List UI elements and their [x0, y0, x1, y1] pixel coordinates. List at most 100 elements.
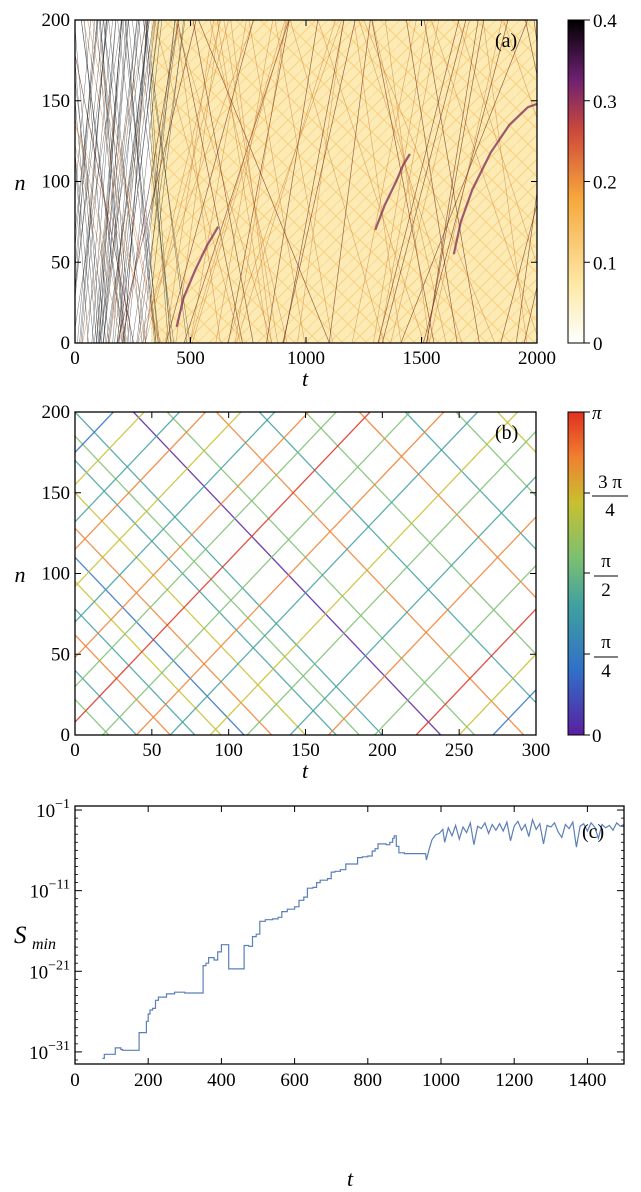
thin-characteristic-line	[84, 20, 109, 343]
phase-line	[246, 430, 536, 735]
panel-c-axes: 0 200 400 600 800 1000 1200 140010−110−1110−211…	[29, 797, 624, 1091]
cb-b-tick-pi2-num: π	[601, 551, 611, 572]
panel-b-xlabel: t	[302, 758, 309, 783]
wave-line	[217, 20, 269, 343]
phase-line	[305, 412, 536, 655]
thin-characteristic-line	[125, 20, 157, 343]
panel-b-axes: 0 50 100 150 200 250 300 0 50 100 150 200	[42, 402, 551, 761]
phase-line	[289, 476, 536, 735]
wave-line	[353, 20, 402, 343]
panel-a-colorbar-ticks: 0 0.1 0.2 0.3 0.4	[584, 11, 617, 355]
cb-a-tick-label: 0.1	[593, 253, 617, 274]
thin-characteristic-line	[75, 20, 98, 249]
wave-line	[274, 20, 333, 343]
panel-c-background	[75, 806, 624, 1064]
thin-characteristic-line	[143, 20, 169, 343]
cb-b-tick-3pi4-den: 4	[605, 500, 615, 521]
wave-line	[230, 20, 272, 343]
thin-characteristic-line	[80, 20, 107, 343]
panel-c-xtick-label: 800	[354, 1070, 383, 1091]
panel-b-ytick-label: 200	[42, 402, 71, 423]
wave-line	[75, 144, 123, 343]
phase-line	[75, 492, 306, 735]
phase-line	[75, 412, 383, 735]
phase-line	[75, 412, 114, 453]
panel-b-colorbar-ticks: π 3 π 4 π 2 π 4 0	[584, 403, 628, 747]
panel-a-ytick-label: 200	[42, 10, 71, 31]
phase-line	[75, 460, 337, 735]
wave-line	[385, 20, 430, 343]
panel-c-ytick-label: 10−31	[29, 1039, 70, 1064]
wave-line	[378, 20, 440, 343]
phase-line	[358, 412, 536, 599]
wave-line	[282, 20, 356, 343]
phase-line	[75, 556, 245, 735]
soliton-curve	[452, 102, 537, 255]
cb-a-tick-label: 0.3	[593, 92, 617, 113]
phase-line	[404, 412, 536, 550]
phase-line	[328, 516, 536, 735]
wave-line	[189, 20, 286, 343]
thin-characteristic-line	[102, 20, 138, 343]
panel-c-xlabel-text: t	[347, 1166, 354, 1191]
panel-c-xtick-label: 1400	[568, 1070, 606, 1091]
wave-line	[377, 20, 460, 343]
panel-c-xtick-label: 200	[134, 1070, 163, 1091]
phase-line	[209, 412, 519, 735]
phase-line	[75, 412, 145, 486]
panel-a-xtick-label: 2000	[518, 348, 556, 369]
panel-c-ytick-label: 10−1	[36, 797, 70, 822]
wave-line	[92, 20, 160, 343]
phase-line	[132, 412, 442, 735]
cb-a-tick-label: 0	[593, 334, 603, 355]
wave-line	[515, 189, 537, 343]
wave-line	[215, 20, 274, 343]
cb-b-tick-pi2-den: 2	[601, 580, 611, 601]
thin-characteristic-line	[103, 20, 132, 343]
panel-a-colorbar	[567, 19, 585, 344]
panel-c-xtick-label: 600	[280, 1070, 309, 1091]
panel-a-xtick-label: 500	[176, 348, 205, 369]
wave-line	[503, 20, 537, 120]
phase-line	[75, 412, 207, 550]
thin-characteristic-line	[94, 20, 123, 343]
wave-line	[174, 20, 273, 343]
wave-line	[142, 20, 221, 343]
wave-line	[500, 202, 537, 343]
phase-line	[75, 412, 180, 523]
phase-line	[75, 634, 171, 735]
panel-b-label: (b)	[495, 422, 518, 444]
panel-a-xtick-label: 1500	[403, 348, 441, 369]
phase-line	[258, 412, 536, 704]
thin-characteristic-line	[108, 20, 150, 343]
wave-line	[121, 20, 179, 343]
wave-line	[381, 20, 467, 343]
panel-c-ytick-label: 10−11	[30, 878, 70, 903]
wave-line	[406, 20, 458, 343]
wave-line	[289, 20, 385, 343]
cb-b-tick-pi: π	[592, 403, 602, 424]
panel-b-xtick-label: 100	[214, 740, 243, 761]
panel-c-frame	[74, 805, 625, 1065]
panel-a-ytick-label: 100	[42, 172, 71, 193]
wave-line	[109, 20, 156, 343]
phase-line	[75, 608, 196, 735]
wave-line	[189, 20, 247, 343]
phase-line	[75, 435, 360, 735]
wave-line	[75, 52, 134, 343]
cb-a-tick-label: 0.2	[593, 173, 617, 194]
wave-line	[457, 20, 537, 266]
wave-line	[153, 20, 241, 343]
wave-line	[431, 20, 537, 337]
wave-line	[191, 20, 289, 343]
panel-a-axes: 0 500 1000 1500 2000 0 50 100 150 200	[42, 10, 557, 369]
thin-characteristic-line	[75, 20, 99, 272]
panel-b-ytick-label: 100	[42, 564, 71, 585]
phase-line	[75, 669, 137, 735]
thin-characteristic-line	[99, 20, 138, 343]
wave-line	[351, 20, 417, 343]
panel-c-ytick-base: 10	[29, 1043, 48, 1064]
thin-characteristic-line	[106, 20, 154, 343]
phase-line	[75, 412, 276, 623]
wave-line	[390, 20, 470, 343]
